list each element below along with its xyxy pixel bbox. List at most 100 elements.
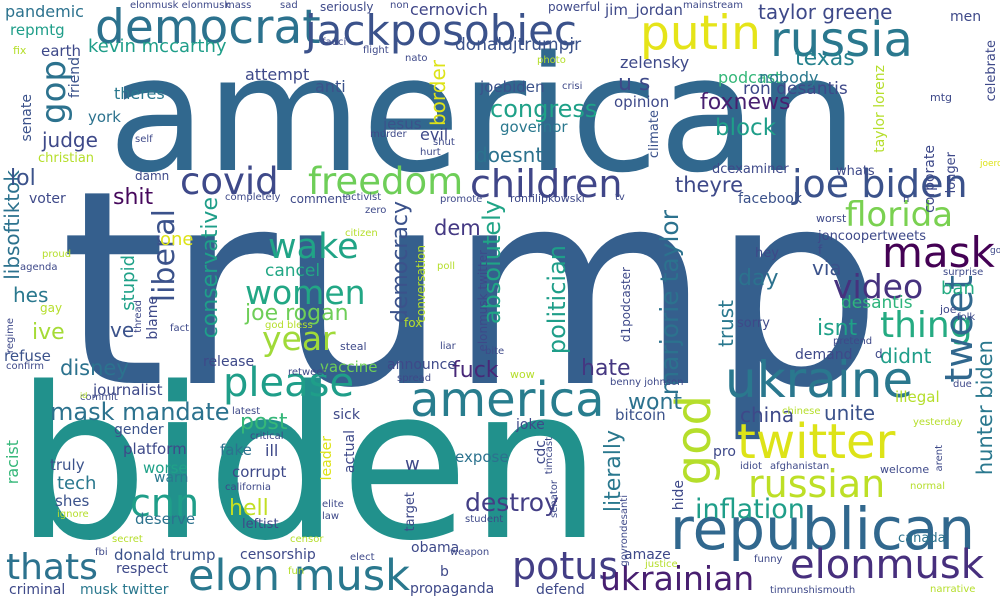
word-isnt: isnt [817,316,858,341]
word-defend: defend [536,582,585,598]
word-conservative: conservative [198,197,223,339]
word-sad: sad [280,0,298,11]
word-dem: dem [434,216,481,240]
word-completely: completely [225,192,281,203]
word-actual: actual [342,430,358,474]
word-anti: anti [315,77,346,96]
word-nobody: nobody [759,68,819,87]
word-inflation: inflation [695,494,805,525]
word-fun: fun [288,566,305,577]
word-w: w [405,454,420,475]
word-propaganda: propaganda [410,581,495,597]
word-deserve: deserve [135,510,196,528]
word-please: please [223,360,355,406]
word-warn: warn [154,470,189,486]
word-ukraine: ukraine [725,351,914,409]
word-amaze: amaze [624,547,671,563]
word-christian: christian [38,151,95,166]
word-trust: trust [714,300,738,348]
word-gender: gender [114,422,164,438]
word-release: release [203,354,255,370]
word-hurt: hurt [420,147,441,158]
word-opinion: opinion [614,93,670,111]
word-children: children [470,162,623,206]
word-repmtg: repmtg [10,21,65,39]
word-kevin-mccarthy: kevin mccarthy [88,36,227,57]
word-illegal: illegal [895,388,940,406]
word-taylor-lorenz: taylor lorenz [872,65,888,153]
word-ill: ill [265,441,279,460]
word-ronfilipkowski: ronfilipkowski [510,192,585,205]
word-earth: earth [41,42,81,60]
word-afghanistan: afghanistan [770,461,830,472]
word-one: one [160,229,194,250]
word-border: border [426,60,450,127]
word-bitcoin: bitcoin [615,406,666,424]
word-elonmusk-twitter: elonmusk twitter [476,250,490,352]
word-musk-twitter: musk twitter [80,582,169,598]
word-leader: leader [319,436,335,481]
word-jesus: jesus [383,115,422,133]
word-agenda: agenda [20,262,58,273]
word-retweet: retweet [288,367,327,378]
word-obama: obama [411,540,460,556]
word-zero: zero [365,205,387,216]
word-jackposobiec: jackposobiec [305,6,578,55]
word-thats: thats [6,547,98,588]
word-lol: lol [10,166,36,191]
word-day: day [738,266,779,291]
word-vaccine: vaccine [320,358,378,376]
word-pandemic: pandemic [5,2,84,21]
word-destroy: destroy [465,488,559,517]
word-commit: commit [80,392,118,403]
word-year: year [262,319,336,358]
word-fix: fix [13,44,27,57]
word-evil: evil [420,125,449,144]
word-cnn: cnn [130,481,200,525]
word-promote: promote [440,194,483,205]
word-non: non [390,0,409,11]
word-mask: mask [882,228,995,277]
word-censorship: censorship [240,547,316,563]
word-donaldjtrumpjr: donaldjtrumpjr [455,35,582,55]
word-cernovich: cernovich [410,0,488,19]
word-elon-musk: elon musk [188,551,411,600]
word-russian: russian [748,462,886,506]
word-twitter: twitter [737,414,896,470]
word-truly: truly [50,456,85,474]
word-announce: announce [387,357,456,373]
word-california: california [225,482,272,493]
word-unite: unite [824,401,876,425]
word-via: via [812,256,842,280]
word-china: china [740,403,795,427]
word-elonmusk-elonmusk: elonmusk elonmusk [130,0,231,11]
word-regime: regime [5,318,16,354]
word-yesterday: yesterday [913,417,963,428]
word-joke: joke [516,417,545,433]
word-america: america [410,372,605,428]
word-arent: arent [934,445,945,472]
word-ron-desantis: ron desantis [743,79,848,99]
word-theyre: theyre [675,173,743,197]
word-joe-biden: joe biden [792,162,968,206]
word-jim-jordan: jim_jordan [605,1,683,19]
word-putin: putin [640,6,761,61]
word-justice: justice [645,559,678,570]
word-fake: fake [220,441,252,459]
word-sick: sick [333,407,360,423]
word-sorry: sorry [737,316,770,331]
word-whats: whats [836,164,875,179]
word-corporate: corporate [922,145,938,213]
word-podcast: podcast [718,68,782,87]
word-refuse: refuse [4,347,51,365]
word-self: self [135,134,153,145]
word-worse: worse [143,459,188,477]
word-potus: potus [512,544,619,588]
word-activist: activist [345,192,382,203]
word-video: video [833,267,924,306]
word-senator: senator [549,480,560,518]
word-texas: texas [795,46,855,71]
word-b: b [440,564,449,580]
word-liberal: liberal [147,209,182,303]
